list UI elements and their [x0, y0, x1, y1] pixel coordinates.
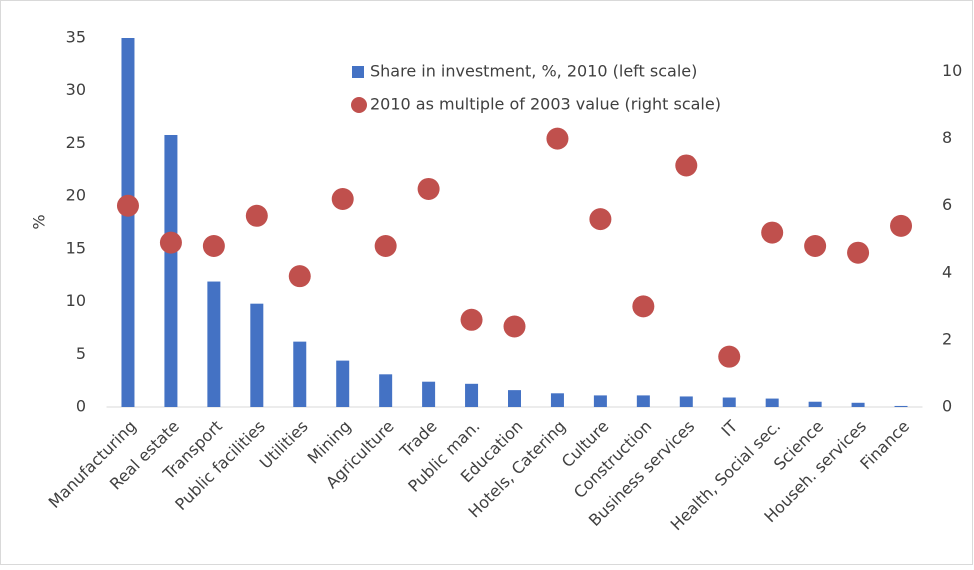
- y2-tick-label: 4: [942, 262, 952, 281]
- bar: [550, 393, 564, 407]
- legend-label: 2010 as multiple of 2003 value (right sc…: [370, 95, 721, 114]
- bar: [121, 38, 135, 407]
- bar: [336, 360, 350, 407]
- y2-tick-label: 6: [942, 195, 952, 214]
- y2-tick-label: 8: [942, 128, 952, 147]
- bar: [636, 395, 650, 407]
- bar: [894, 405, 908, 407]
- bar: [679, 396, 693, 407]
- dot: [675, 154, 698, 177]
- bar: [164, 134, 178, 407]
- bar: [379, 374, 393, 407]
- y2-tick-label: 2: [942, 329, 952, 348]
- bar: [207, 281, 221, 407]
- bar: [851, 402, 865, 407]
- dot: [288, 265, 311, 288]
- bar: [722, 397, 736, 407]
- bar: [508, 390, 521, 407]
- dot: [116, 194, 139, 217]
- y2-tick-label: 0: [942, 397, 952, 416]
- bar: [765, 398, 779, 407]
- dot: [890, 214, 913, 237]
- y2-tick-label: 10: [942, 61, 962, 80]
- y-tick-label: 10: [66, 291, 86, 310]
- dot: [202, 234, 225, 257]
- dot: [503, 315, 526, 338]
- dot: [159, 231, 182, 254]
- dot: [460, 308, 483, 331]
- dot: [632, 295, 655, 318]
- bar: [422, 381, 436, 407]
- dot: [245, 204, 268, 227]
- dot: [589, 208, 612, 231]
- dot: [804, 234, 827, 257]
- y-tick-label: 0: [76, 397, 86, 416]
- dot: [847, 241, 870, 264]
- bar: [465, 383, 479, 407]
- dot: [331, 188, 354, 211]
- bar: [293, 341, 307, 407]
- y-tick-label: 30: [66, 80, 86, 99]
- legend-swatch: [352, 66, 364, 78]
- legend-label: Share in investment, %, 2010 (left scale…: [370, 62, 697, 81]
- y-tick-label: 25: [66, 133, 86, 152]
- bar: [593, 395, 607, 407]
- bar: [808, 401, 822, 407]
- y-tick-label: 20: [66, 186, 86, 205]
- y-tick-label: 15: [66, 238, 86, 257]
- dot: [761, 221, 784, 244]
- y-tick-label: 35: [66, 28, 86, 47]
- dot: [374, 234, 397, 257]
- bar: [250, 303, 264, 407]
- dot: [417, 177, 440, 200]
- dot: [546, 127, 569, 150]
- dot: [718, 345, 741, 368]
- legend-swatch: [351, 97, 367, 113]
- y-axis-label: %: [30, 214, 49, 229]
- y-tick-label: 5: [76, 344, 86, 363]
